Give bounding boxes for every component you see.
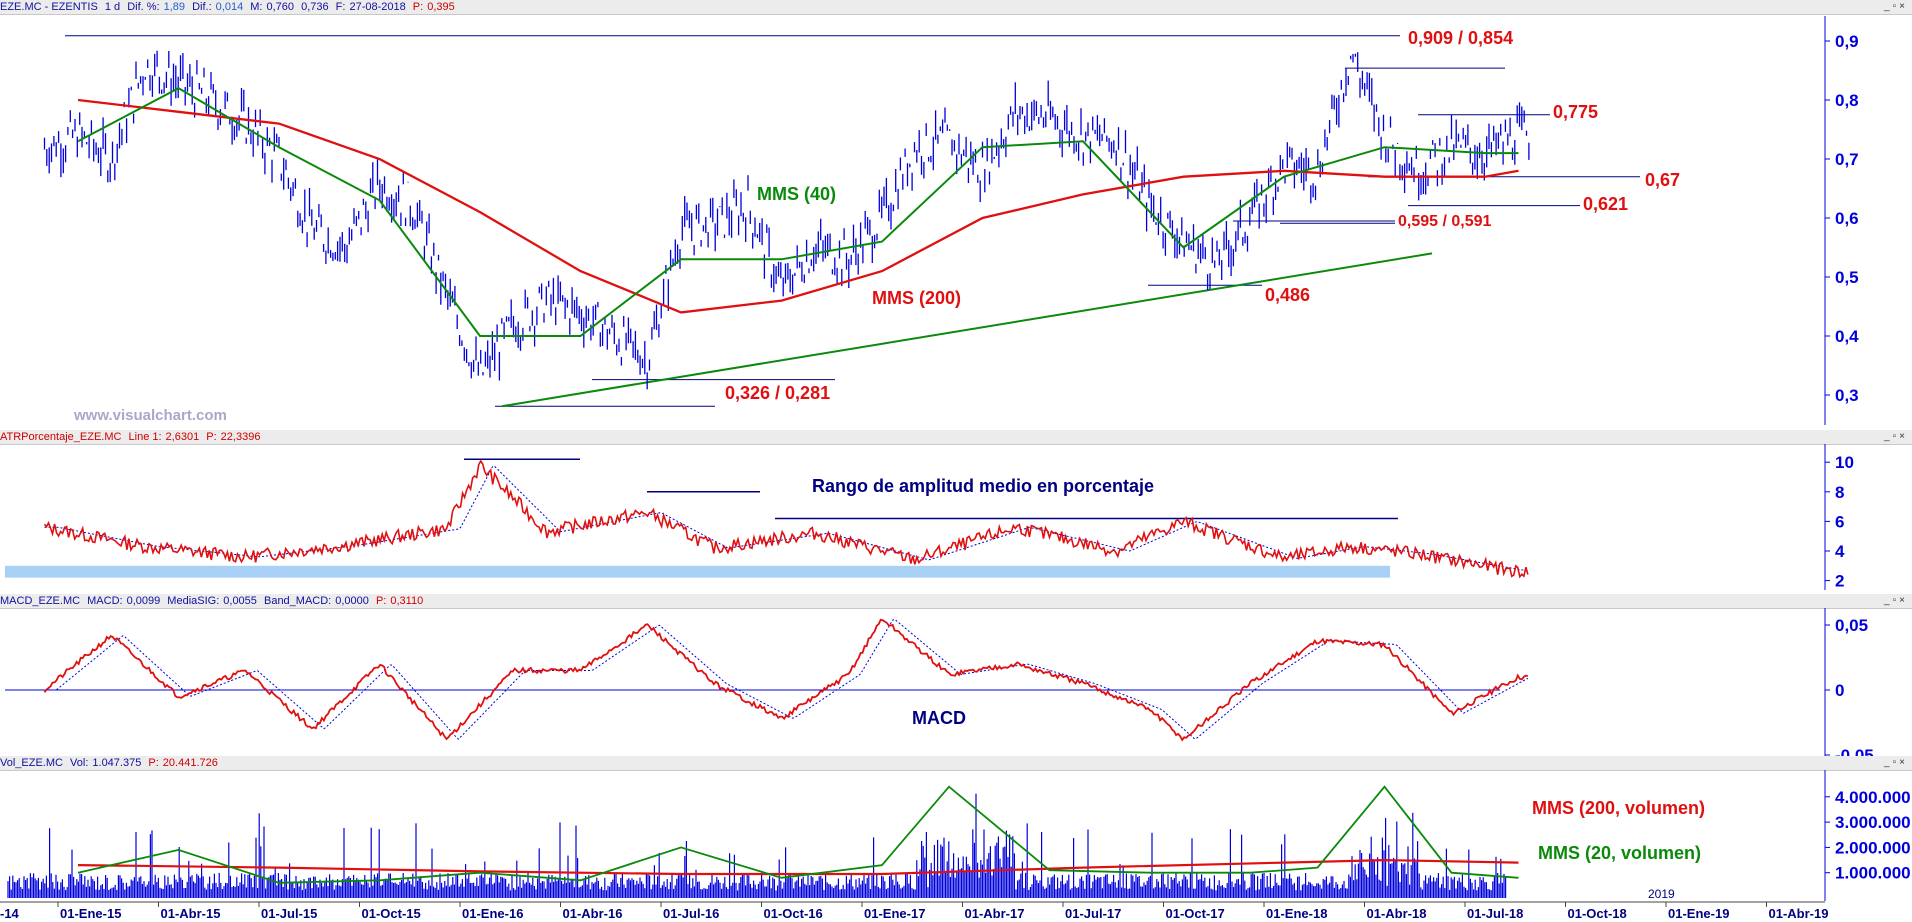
volume-tick-label: 3.000.000 bbox=[1835, 813, 1911, 832]
x-tick-label: 01-Abr-19 bbox=[1769, 906, 1829, 921]
atr-p-value: 22,3396 bbox=[220, 431, 261, 443]
dif-value: 0,014 bbox=[215, 1, 244, 13]
macd-tick-label: 0,05 bbox=[1835, 616, 1868, 635]
label-326: 0,326 / 0,281 bbox=[725, 383, 830, 403]
price-value: 0,395 bbox=[427, 1, 455, 13]
x-tick-label: 01-Ene-18 bbox=[1266, 906, 1327, 921]
x-tick-label: 01-Ene-19 bbox=[1668, 906, 1729, 921]
volume-panel-header: Vol_EZE.MC Vol: 1.047.375 P: 20.441.726 _▫… bbox=[0, 756, 1912, 771]
price-panel-header: EZE.MC - EZENTIS 1 d Dif. %: 1,89 Dif.: 0,… bbox=[0, 0, 1912, 15]
x-tick-label: 01-Oct-17 bbox=[1166, 906, 1225, 921]
atr-band bbox=[5, 565, 1390, 578]
x-tick-label: 01-Oct-18 bbox=[1568, 906, 1627, 921]
macd-tick-label: -0,05 bbox=[1835, 746, 1874, 756]
label-621: 0,621 bbox=[1583, 194, 1628, 214]
x-tick-label: 01-Oct-15 bbox=[362, 906, 421, 921]
macd-panel: MACD_EZE.MC MACD: 0,0099 MediaSIG: 0,0055 … bbox=[0, 594, 1912, 756]
price-panel: EZE.MC - EZENTIS 1 d Dif. %: 1,89 Dif.: 0,… bbox=[0, 0, 1912, 430]
label-high: 0,909 / 0,854 bbox=[1408, 28, 1513, 48]
label-486: 0,486 bbox=[1265, 285, 1310, 305]
max-value: 0,760 bbox=[266, 1, 295, 13]
date-value: 27-08-2018 bbox=[349, 1, 406, 13]
macd-panel-header: MACD_EZE.MC MACD: 0,0099 MediaSIG: 0,0055 … bbox=[0, 594, 1912, 609]
x-tick-label: 01-Jul-17 bbox=[1065, 906, 1121, 921]
atr-line bbox=[43, 459, 1529, 579]
window-controls[interactable]: _▫× bbox=[1884, 1, 1908, 12]
window-controls[interactable]: _▫× bbox=[1884, 595, 1908, 606]
atr-chart: Rango de amplitud medio en porcentaje 2 4 6… bbox=[5, 444, 1854, 591]
year-marker: 2019 bbox=[1648, 887, 1675, 901]
label-595: 0,595 / 0,591 bbox=[1398, 213, 1492, 230]
band-value: 0,0000 bbox=[335, 595, 369, 607]
mms200-line bbox=[77, 98, 1519, 314]
x-tick-label: 01-Ene-17 bbox=[864, 906, 925, 921]
atr-panel-header: ATRPorcentaje_EZE.MC Line 1: 2,6301 P: 22,… bbox=[0, 430, 1912, 445]
x-tick-label: 01-Abr-18 bbox=[1367, 906, 1427, 921]
volume-panel: Vol_EZE.MC Vol: 1.047.375 P: 20.441.726 _▫… bbox=[0, 756, 1912, 922]
atr-tick-label: 4 bbox=[1835, 542, 1845, 561]
atr-panel: ATRPorcentaje_EZE.MC Line 1: 2,6301 P: 22,… bbox=[0, 430, 1912, 594]
price-tick-label: 0,5 bbox=[1835, 268, 1859, 287]
x-tick-label: 01-Jul-18 bbox=[1467, 906, 1523, 921]
price-tick-label: 0,6 bbox=[1835, 209, 1859, 228]
price-tick-label: 0,4 bbox=[1835, 327, 1859, 346]
volume-tick-label: 4.000.000 bbox=[1835, 788, 1911, 807]
macd-title: MACD bbox=[912, 708, 966, 728]
atr-name: ATRPorcentaje_EZE.MC bbox=[0, 431, 122, 443]
price-chart: 0,909 / 0,854 0,775 0,67 0,621 0,595 / 0,591… bbox=[43, 16, 1859, 425]
min-value: 0,736 bbox=[301, 1, 329, 13]
price-tick-label: 0,7 bbox=[1835, 150, 1859, 169]
label-67: 0,67 bbox=[1645, 170, 1680, 190]
price-tick-label: 0,9 bbox=[1835, 32, 1859, 51]
window-controls[interactable]: _▫× bbox=[1884, 431, 1908, 442]
x-tick-label: 01-Oct-16 bbox=[764, 906, 823, 921]
watermark: www.visualchart.com bbox=[73, 407, 227, 424]
x-tick-label: 01-Ene-16 bbox=[462, 906, 523, 921]
macd-line bbox=[43, 618, 1529, 742]
volume-tick-label: 1.000.000 bbox=[1835, 864, 1911, 883]
mms40-line bbox=[77, 87, 1519, 337]
x-tick-label: 01-Ene-15 bbox=[60, 906, 121, 921]
label-mms40: MMS (40) bbox=[757, 184, 836, 204]
x-tick-label: -14 bbox=[0, 906, 20, 921]
volume-tick-label: 2.000.000 bbox=[1835, 838, 1911, 857]
x-tick-label: 01-Jul-15 bbox=[261, 906, 317, 921]
atr-tick-label: 8 bbox=[1835, 483, 1844, 502]
vol-name: Vol_EZE.MC bbox=[0, 757, 63, 769]
atr-tick-label: 2 bbox=[1835, 572, 1844, 591]
x-tick-label: 01-Abr-15 bbox=[161, 906, 221, 921]
atr-tick-label: 6 bbox=[1835, 512, 1844, 531]
x-tick-label: 01-Abr-17 bbox=[965, 906, 1025, 921]
vol-mms20-line bbox=[77, 785, 1519, 884]
window-controls[interactable]: _▫× bbox=[1884, 757, 1908, 768]
macd-chart: MACD -0,05 0 0,05 bbox=[5, 608, 1874, 756]
atr-tick-label: 10 bbox=[1835, 453, 1854, 472]
price-tick-label: 0,8 bbox=[1835, 91, 1859, 110]
vol-value: 1.047.375 bbox=[92, 757, 142, 769]
macd-name: MACD_EZE.MC bbox=[0, 595, 81, 607]
x-tick-label: 01-Abr-16 bbox=[563, 906, 623, 921]
label-mms200: MMS (200) bbox=[872, 288, 961, 308]
vol-mms200-line bbox=[77, 858, 1519, 876]
signal-value: 0,0055 bbox=[223, 595, 257, 607]
volume-chart: MMS (200, volumen) MMS (20, volumen) 1.000… bbox=[0, 770, 1911, 921]
price-tick-label: 0,3 bbox=[1835, 386, 1859, 405]
vol-p-value: 20.441.726 bbox=[162, 757, 218, 769]
macd-p-value: 0,3110 bbox=[390, 595, 424, 607]
legend-mms200: MMS (200, volumen) bbox=[1532, 798, 1705, 818]
trend-line bbox=[501, 252, 1433, 408]
dif-pct-value: 1,89 bbox=[163, 1, 186, 13]
macd-signal-line bbox=[44, 618, 1529, 740]
x-tick-label: 01-Jul-16 bbox=[663, 906, 719, 921]
label-775: 0,775 bbox=[1553, 102, 1598, 122]
interval: 1 d bbox=[104, 1, 121, 13]
legend-mms20: MMS (20, volumen) bbox=[1538, 843, 1701, 863]
ticker: EZE.MC - EZENTIS bbox=[0, 1, 98, 13]
macd-tick-label: 0 bbox=[1835, 681, 1844, 700]
macd-value: 0,0099 bbox=[126, 595, 161, 607]
atr-title: Rango de amplitud medio en porcentaje bbox=[812, 476, 1154, 496]
atr-line-value: 2,6301 bbox=[165, 431, 200, 443]
